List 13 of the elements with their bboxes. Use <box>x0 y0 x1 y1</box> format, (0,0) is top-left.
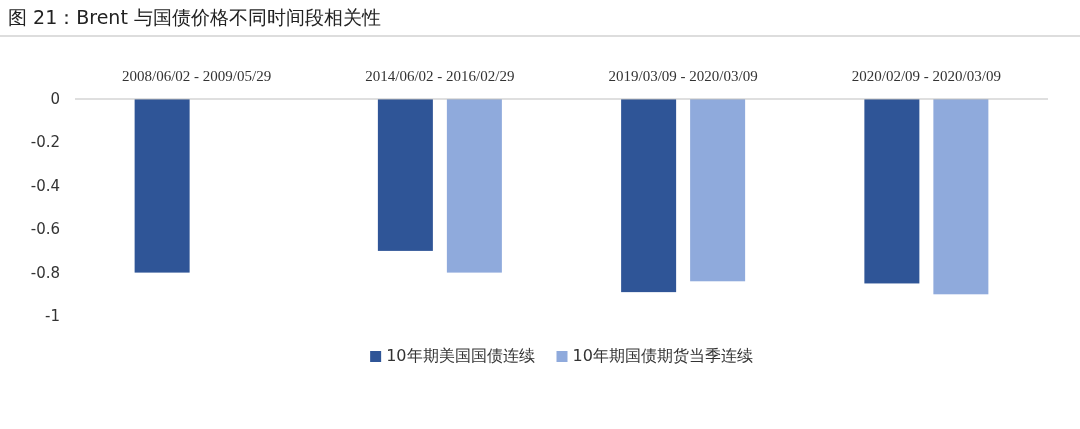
y-tick-label: -0.4 <box>30 176 60 195</box>
y-tick-label: -0.8 <box>30 263 60 282</box>
x-tick-label: 2014/06/02 - 2016/02/29 <box>365 68 515 84</box>
legend-label: 10年期国债期货当季连续 <box>572 346 753 365</box>
y-tick-label: -1 <box>45 307 60 325</box>
y-tick-label: 0 <box>50 90 60 108</box>
y-tick-label: -0.2 <box>30 133 60 152</box>
x-tick-label: 2020/02/09 - 2020/03/09 <box>851 68 1001 84</box>
legend-label: 10年期美国国债连续 <box>386 346 535 365</box>
chart-title: 图 21：Brent 与国债价格不同时间段相关性 <box>8 6 381 28</box>
y-tick-label: -0.6 <box>30 220 60 239</box>
x-tick-label: 2008/06/02 - 2009/05/29 <box>122 68 272 84</box>
x-tick-label: 2019/03/09 - 2020/03/09 <box>608 68 758 84</box>
